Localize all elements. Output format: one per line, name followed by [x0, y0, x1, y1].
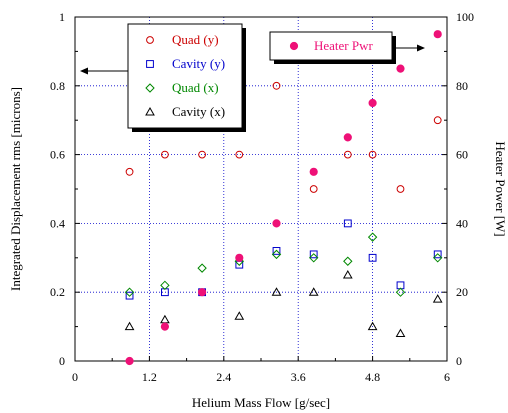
point-quad-x: [432, 253, 443, 263]
point-quad-y: [125, 167, 134, 176]
y-left-tick-label: 0.8: [50, 79, 65, 93]
y-left-tick-label: 0.2: [50, 285, 65, 299]
point-heater-pwr: [309, 167, 318, 176]
y-left-tick-label: 0.4: [50, 216, 65, 230]
legend-label-cavity-y: Cavity (y): [172, 56, 225, 71]
point-cavity-x: [271, 287, 282, 296]
x-tick-label: 4.8: [365, 370, 380, 384]
y-left-axis-title: Integrated Displacement rms [microns]: [8, 87, 23, 291]
point-cavity-x: [308, 287, 319, 296]
point-quad-y: [161, 150, 169, 159]
point-heater-pwr: [272, 219, 281, 228]
x-tick-label: 3.6: [291, 370, 306, 384]
legend-right: Heater Pwr: [269, 31, 396, 64]
point-heater-pwr: [343, 133, 352, 142]
point-quad-x: [367, 232, 378, 242]
point-cavity-x: [160, 314, 170, 324]
point-cavity-x: [234, 311, 245, 320]
point-heater-pwr: [160, 322, 169, 331]
x-tick-label: 6: [444, 370, 450, 384]
legend-marker-heater-pwr: [289, 41, 299, 51]
point-quad-x: [343, 256, 353, 266]
point-quad-x: [271, 249, 282, 260]
legend-label-quad-x: Quad (x): [172, 80, 219, 95]
point-quad-x: [197, 263, 207, 273]
point-heater-pwr: [235, 253, 244, 262]
y-right-tick-label: 40: [456, 216, 468, 230]
legend-marker-quad-y: [146, 36, 154, 44]
y-right-tick-label: 60: [456, 148, 468, 162]
y-left-tick-label: 1: [59, 10, 65, 24]
legend-marker-quad-x: [145, 83, 155, 93]
point-cavity-y: [368, 253, 377, 262]
point-quad-y: [433, 116, 442, 125]
x-tick-label: 1.2: [142, 370, 157, 384]
y-right-tick-label: 100: [456, 10, 474, 24]
point-cavity-x: [367, 321, 378, 331]
legend-left: Quad (y) Cavity (y) Quad (x) Cavity (x): [127, 23, 246, 132]
x-tick-label: 2.4: [216, 370, 231, 384]
point-quad-x: [308, 253, 319, 263]
y-right-axis-title: Heater Power [W]: [493, 141, 508, 236]
point-quad-y: [235, 150, 244, 159]
y-right-tick-label: 0: [456, 354, 462, 368]
x-tick-label: 0: [72, 370, 78, 384]
point-cavity-x: [342, 269, 353, 279]
right-axis-arrowhead: [417, 44, 425, 52]
y-left-tick-label: 0.6: [50, 148, 65, 162]
y-right-tick-label: 20: [456, 285, 468, 299]
point-quad-x: [124, 287, 135, 297]
point-quad-y: [309, 185, 318, 193]
point-quad-x: [160, 280, 170, 291]
point-quad-y: [343, 150, 352, 159]
point-heater-pwr: [433, 30, 442, 39]
point-heater-pwr: [198, 288, 207, 297]
point-quad-x: [395, 287, 406, 297]
point-cavity-x: [432, 294, 443, 303]
point-heater-pwr: [125, 356, 134, 366]
legend-marker-cavity-y: [146, 60, 154, 68]
point-cavity-x: [395, 328, 406, 337]
point-cavity-y: [272, 247, 281, 255]
point-cavity-y: [433, 250, 442, 259]
left-axis-arrowhead: [80, 67, 88, 75]
point-quad-y: [368, 150, 377, 159]
legend-label-quad-y: Quad (y): [172, 32, 219, 47]
point-cavity-y: [343, 219, 352, 228]
point-cavity-x: [124, 321, 135, 331]
y-right-tick-label: 80: [456, 79, 468, 93]
axis-arrows: [80, 44, 425, 75]
x-axis-title: Helium Mass Flow [g/sec]: [192, 395, 330, 410]
point-heater-pwr: [396, 64, 405, 73]
point-heater-pwr: [368, 98, 377, 108]
point-cavity-y: [125, 291, 134, 300]
legend-label-heater-pwr: Heater Pwr: [314, 38, 374, 53]
point-quad-y: [272, 81, 281, 90]
legend-label-cavity-x: Cavity (x): [172, 104, 225, 119]
marks: [124, 30, 443, 366]
point-cavity-y: [309, 250, 318, 259]
y-left-tick-label: 0: [59, 354, 65, 368]
point-quad-y: [198, 150, 207, 159]
point-quad-y: [396, 185, 405, 193]
legend-marker-cavity-x: [145, 106, 155, 116]
